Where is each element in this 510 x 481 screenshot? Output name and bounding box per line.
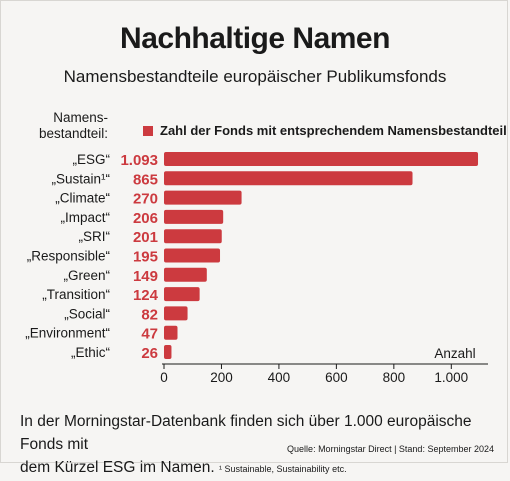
chart-frame [0,0,508,463]
category-label: „ESG“ [72,152,110,167]
footer-line-1: In der Morningstar-Datenbank finden sich… [20,413,472,453]
x-tick-label: 200 [210,370,233,385]
value-label: 47 [141,326,158,343]
value-label: 270 [133,191,158,208]
value-label: 206 [133,210,158,227]
value-label: 865 [133,171,158,188]
category-label: „Impact“ [60,210,110,225]
source-note: Quelle: Morningstar Direct | Stand: Sept… [287,444,494,454]
footer-line-2: dem Kürzel ESG im Namen. [20,459,215,476]
legend-label: Zahl der Fonds mit entsprechendem Namens… [160,123,507,138]
category-label: „Responsible“ [27,249,110,264]
x-tick-label: 600 [325,370,348,385]
bar [164,287,200,302]
bar [164,248,221,263]
bar-chart: Namens-bestandteil: Zahl der Fonds mit en… [25,110,507,385]
category-label: „Ethic“ [71,345,110,360]
category-label: „SRI“ [79,229,111,244]
bar [164,152,479,166]
category-header-line: Namens- [53,110,108,125]
bar [164,209,224,224]
x-axis-label: Anzahl [434,346,475,361]
value-label: 82 [141,306,158,323]
x-tick-label: 400 [268,370,291,385]
chart-subtitle: Namensbestandteile europäischer Publikum… [63,67,447,86]
bar [164,306,188,321]
category-label: „Social“ [64,306,110,321]
value-label: 1.093 [120,152,158,169]
bar [164,171,413,186]
category-header-line: bestandteil: [39,126,108,141]
category-label: „Climate“ [55,191,110,206]
x-tick-label: 1.000 [434,370,468,385]
category-label: „Environment“ [25,326,110,341]
legend-swatch [143,126,153,136]
category-label: „Sustain¹“ [51,171,110,186]
bar [164,229,222,244]
bar [164,190,242,205]
value-label: 195 [133,249,158,266]
value-label: 201 [133,229,158,246]
value-label: 124 [133,287,159,304]
value-label: 149 [133,268,158,285]
x-tick-label: 800 [383,370,406,385]
footnote: ¹ Sustainable, Sustainability etc. [219,464,347,474]
chart-title: Nachhaltige Namen [120,22,390,55]
x-tick-label: 0 [160,370,168,385]
bar [164,345,172,359]
bar [164,325,178,340]
value-label: 26 [141,345,158,362]
category-label: „Transition“ [42,287,110,302]
bar [164,267,207,282]
category-label: „Green“ [63,268,110,283]
